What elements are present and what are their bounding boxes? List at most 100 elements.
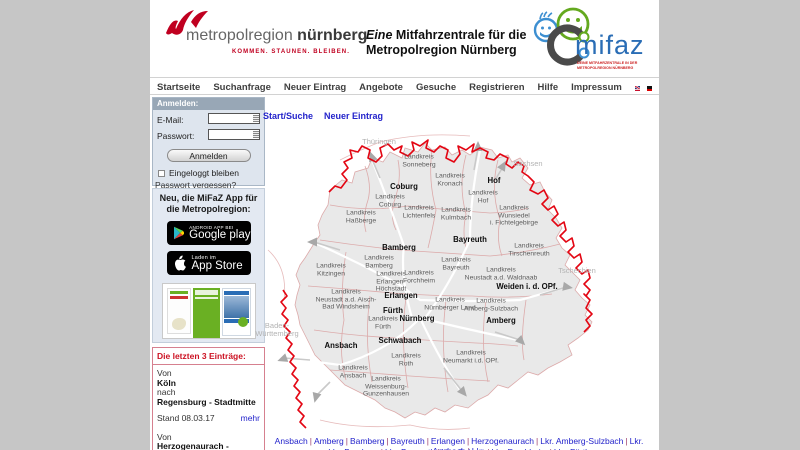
brochure-thumbnails[interactable] [161, 283, 256, 339]
map-label-tschechien: Tschechien [558, 265, 596, 275]
forgot-password-link[interactable]: Passwort vergessen? [155, 180, 237, 190]
nav-item-registrieren[interactable]: Registrieren [469, 82, 525, 93]
map-label-landkreis-f-rth: Landkreis Fürth [368, 315, 398, 330]
entry-to: Regensburg - Stadtmitte [157, 396, 256, 407]
map-label-erlangen: Erlangen [384, 290, 418, 300]
district-borders [307, 149, 561, 393]
map-label-sachsen: Sachsen [513, 158, 543, 168]
map-label-landkreis-weissenburg-gunzenhausen: Landkreis Weissenburg- Gunzenhausen [362, 375, 410, 398]
map-label-bayreuth: Bayreuth [453, 234, 487, 244]
top-link-neuer-eintrag[interactable]: Neuer Eintrag [324, 111, 384, 121]
map-label-landkreis-amberg-sulzbach: Landkreis Amberg-Sulzbach [463, 297, 519, 312]
google-play-badge-large-text: Google play [189, 229, 251, 241]
german-language-flag-icon[interactable] [646, 82, 652, 91]
recent-entries-panel: Die letzten 3 Einträge: Von Köln nach Regen… [152, 347, 265, 450]
region-link-lkr-coburg[interactable]: Lkr. Coburg [441, 447, 485, 450]
site-tagline: Eine Mitfahrzentrale für die Metropolreg… [366, 28, 527, 57]
mifaz-subtitle-line1: DEINE MITFAHRZENTRALE IN DER [577, 61, 638, 65]
region-link-erlangen[interactable]: Erlangen [430, 436, 465, 446]
nav-item-hilfe[interactable]: Hilfe [537, 82, 559, 93]
map-label-landkreis-roth: Landkreis Roth [391, 352, 421, 367]
region-link-amberg[interactable]: Amberg [313, 436, 344, 446]
nav-item-suchanfrage[interactable]: Suchanfrage [213, 82, 271, 93]
app-store-badge[interactable]: Laden im App Store [166, 251, 251, 275]
stay-logged-in-label: Eingeloggt bleiben [169, 168, 239, 178]
region-link-lkr-ansbach[interactable]: Lkr. Ansbach [432, 436, 644, 450]
password-label: Passwort: [157, 131, 195, 141]
map-label-landkreis-bayreuth: Landkreis Bayreuth [441, 256, 471, 271]
map-label-landkreis-wunsiedel-i-fichtelgebirge: Landkreis Wunsiedel i. Fichtelgebirge [490, 204, 538, 227]
region-link-lkr-amberg-sulzbach[interactable]: Lkr. Amberg-Sulzbach [540, 436, 624, 446]
region-link-bamberg[interactable]: Bamberg [349, 436, 385, 446]
map-label-landkreis-neumarkt-i-d-opf-: Landkreis Neumarkt i.d. OPf. [443, 349, 499, 364]
outside-borders [267, 134, 471, 430]
map-graphic [267, 134, 593, 430]
nav-items: Startseite Suchanfrage Neuer Eintrag Angebo… [157, 77, 635, 95]
autofill-icon [253, 115, 259, 122]
nav-item-impressum[interactable]: Impressum [571, 82, 622, 93]
map-label-landkreis-sonneberg: Landkreis Sonneberg [402, 153, 436, 168]
map-label-landkreis-lichtenfels: Landkreis Lichtenfels [402, 204, 436, 219]
region-link-lkr-bamberg[interactable]: Lkr. Bamberg [328, 447, 379, 450]
brochure-blue [221, 288, 251, 336]
google-play-badge[interactable]: ANDROID APP BEI Google play [166, 221, 251, 245]
stay-logged-in-checkbox[interactable] [158, 169, 165, 177]
separator: | [487, 447, 489, 450]
direction-arrows [277, 141, 573, 403]
map-label-bamberg: Bamberg [382, 242, 416, 252]
map-label-th-ringen: Thüringen [362, 136, 396, 146]
login-button[interactable]: Anmelden [166, 149, 251, 162]
english-language-flag-icon[interactable] [634, 82, 640, 91]
map-label-landkreis-bamberg: Landkreis Bamberg [364, 254, 394, 269]
login-panel-title: Anmelden: [153, 98, 264, 110]
map-label-landkreis-tirschenreuth: Landkreis Tirschenreuth [508, 242, 550, 257]
app-store-badge-large-text: App Store [191, 259, 243, 272]
separator: | [437, 447, 439, 450]
stay-logged-in-row: Eingeloggt bleiben [158, 168, 264, 178]
map-region-shape [294, 142, 593, 419]
separator: | [381, 447, 383, 450]
map-label-baden-w-rttemberg: Baden- Württemberg [255, 320, 299, 338]
browser-page: metropolregion nürnberg KOMMEN. STAUNEN.… [150, 0, 659, 450]
region-link-lkr-forchheim[interactable]: Lkr. Forchheim [491, 447, 547, 450]
map-label-weiden-i-d-opf-: Weiden i. d. OPf. [496, 281, 558, 291]
map-label-landkreis-neustadt-a-d-waldnaab: Landkreis Neustadt a.d. Waldnaab [464, 266, 538, 281]
app-store-badge-small-text: Laden im [191, 254, 217, 261]
region-link-lkr-bayreuth[interactable]: Lkr. Bayreuth [385, 447, 435, 450]
nav-item-angebote[interactable]: Angebote [359, 82, 403, 93]
nav-item-neuer-eintrag[interactable]: Neuer Eintrag [283, 82, 347, 93]
entry-from: Herzogenaurach - Stadtmitte [157, 441, 229, 450]
separator: | [468, 446, 470, 450]
separator: | [466, 436, 470, 446]
region-link-herzogenaurach[interactable]: Herzogenaurach [471, 436, 535, 446]
map-label-landkreis-coburg: Landkreis Coburg [375, 193, 405, 208]
mifaz-logo: mifaz DEINE MITFAHRZENTRALE IN DER METRO… [531, 4, 657, 74]
separator: | [386, 436, 389, 446]
email-field[interactable] [208, 113, 260, 124]
map-label-landkreis-ansbach: Landkreis Ansbach [338, 364, 368, 379]
map-label-schwabach: Schwabach [378, 335, 422, 345]
top-link-start-suche[interactable]: Start/Suche [263, 111, 314, 121]
email-label: E-Mail: [157, 115, 184, 125]
region-links-row: Ansbach | Amberg | Bamberg | Bayreuth | Erlangen… [263, 436, 655, 450]
google-play-badge-small-text: ANDROID APP BEI [189, 225, 234, 230]
recent-entry: Von Köln nach Regensburg - Stadtmitte Stand … [157, 368, 260, 424]
region-link-bayreuth[interactable]: Bayreuth [390, 436, 425, 446]
map-label-landkreis-forchheim: Landkreis Forchheim [402, 269, 436, 284]
nav-item-gesuche[interactable]: Gesuche [415, 82, 457, 93]
main-top-links: Start/Suche Neuer Eintrag [263, 111, 394, 121]
brochure-green [192, 288, 220, 338]
region-link-lkr-f-rth[interactable]: Lkr. Fürth [554, 447, 590, 450]
entry-more-link[interactable]: mehr [240, 413, 260, 423]
autofill-icon [253, 131, 259, 138]
region-link-lkr-[interactable]: Lkr. [472, 446, 486, 450]
apple-icon [174, 255, 186, 271]
region-link-ansbach[interactable]: Ansbach [274, 436, 308, 446]
separator: | [536, 436, 539, 446]
region-boundary-red [280, 139, 593, 429]
login-panel: Anmelden: E-Mail: Passwort: Anmelden Ein… [152, 97, 265, 190]
password-field[interactable] [208, 129, 260, 140]
map-label-landkreis-kitzingen: Landkreis Kitzingen [316, 262, 346, 277]
nav-item-startseite[interactable]: Startseite [157, 82, 201, 93]
